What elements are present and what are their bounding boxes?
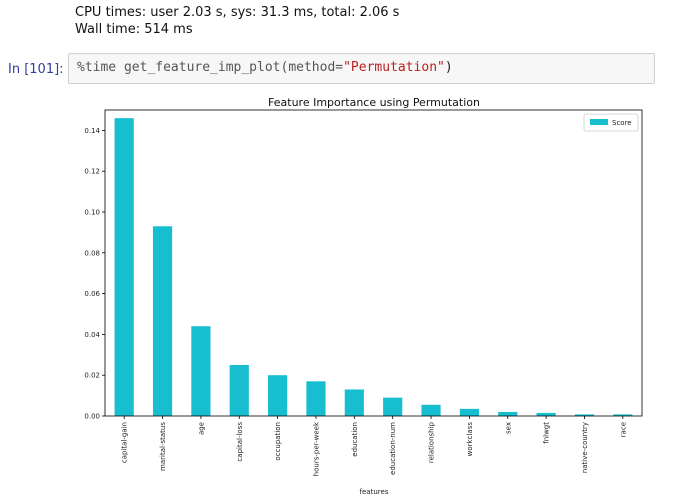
wall-time-text: Wall time: 514 ms [75,22,193,37]
code-suffix: ) [444,60,453,75]
x-tick-label: education-num [389,422,397,475]
bar-fnlwgt [536,412,556,416]
bar-capital-gain [114,118,134,416]
bar-capital-loss [229,365,249,416]
bar-marital-status [152,226,173,416]
code-prefix: %time get_feature_imp_plot(method= [77,60,344,75]
y-tick-label: 0.14 [84,127,100,135]
code-string: "Permutation" [343,60,445,75]
x-tick-label: fnlwgt [543,422,551,444]
bar-hours-per-week [306,381,326,416]
legend: Score [583,113,639,132]
x-tick-label: relationship [428,421,436,463]
y-tick-label: 0.12 [84,168,100,176]
x-tick-label: capital-gain [121,422,129,463]
y-tick-label: 0.00 [84,413,100,421]
x-tick-label: age [197,422,205,435]
bar-education [344,389,364,416]
input-prompt: In [101]: [8,62,64,77]
plot-frame [104,109,643,417]
x-tick-label: occupation [274,422,282,461]
chart-title: Feature Importance using Permutation [268,96,480,109]
y-tick-label: 0.08 [84,249,100,257]
y-tick-label: 0.02 [84,372,100,380]
y-tick-label: 0.04 [84,331,100,339]
y-tick-label: 0.10 [84,209,100,217]
legend-swatch [590,119,608,125]
x-tick-label: workclass [466,422,474,457]
bar-relationship [421,404,441,416]
x-tick-label: capital-loss [236,422,244,462]
x-tick-label: marital-status [159,422,167,471]
code-cell-input[interactable]: %time get_feature_imp_plot(method="Permu… [68,53,655,84]
x-tick-label: hours-per-week [312,421,320,476]
bar-age [191,326,211,416]
bar-workclass [459,408,479,416]
legend-label: Score [612,119,632,127]
bar-occupation [268,375,288,416]
cpu-times-text: CPU times: user 2.03 s, sys: 31.3 ms, to… [75,5,400,20]
code-line[interactable]: %time get_feature_imp_plot(method="Permu… [77,60,453,75]
cell-output: CPU times: user 2.03 s, sys: 31.3 ms, to… [75,4,399,38]
x-tick-label: education [351,422,359,457]
bar-sex [498,411,518,416]
x-tick-label: native-country [581,422,589,473]
y-tick-label: 0.06 [84,290,100,298]
x-tick-label: sex [504,422,512,434]
bar-native-country [574,414,595,416]
x-axis-label: features [360,488,389,496]
bar-race [613,414,633,416]
bar-education-num [383,397,403,416]
x-tick-label: race [619,422,627,437]
